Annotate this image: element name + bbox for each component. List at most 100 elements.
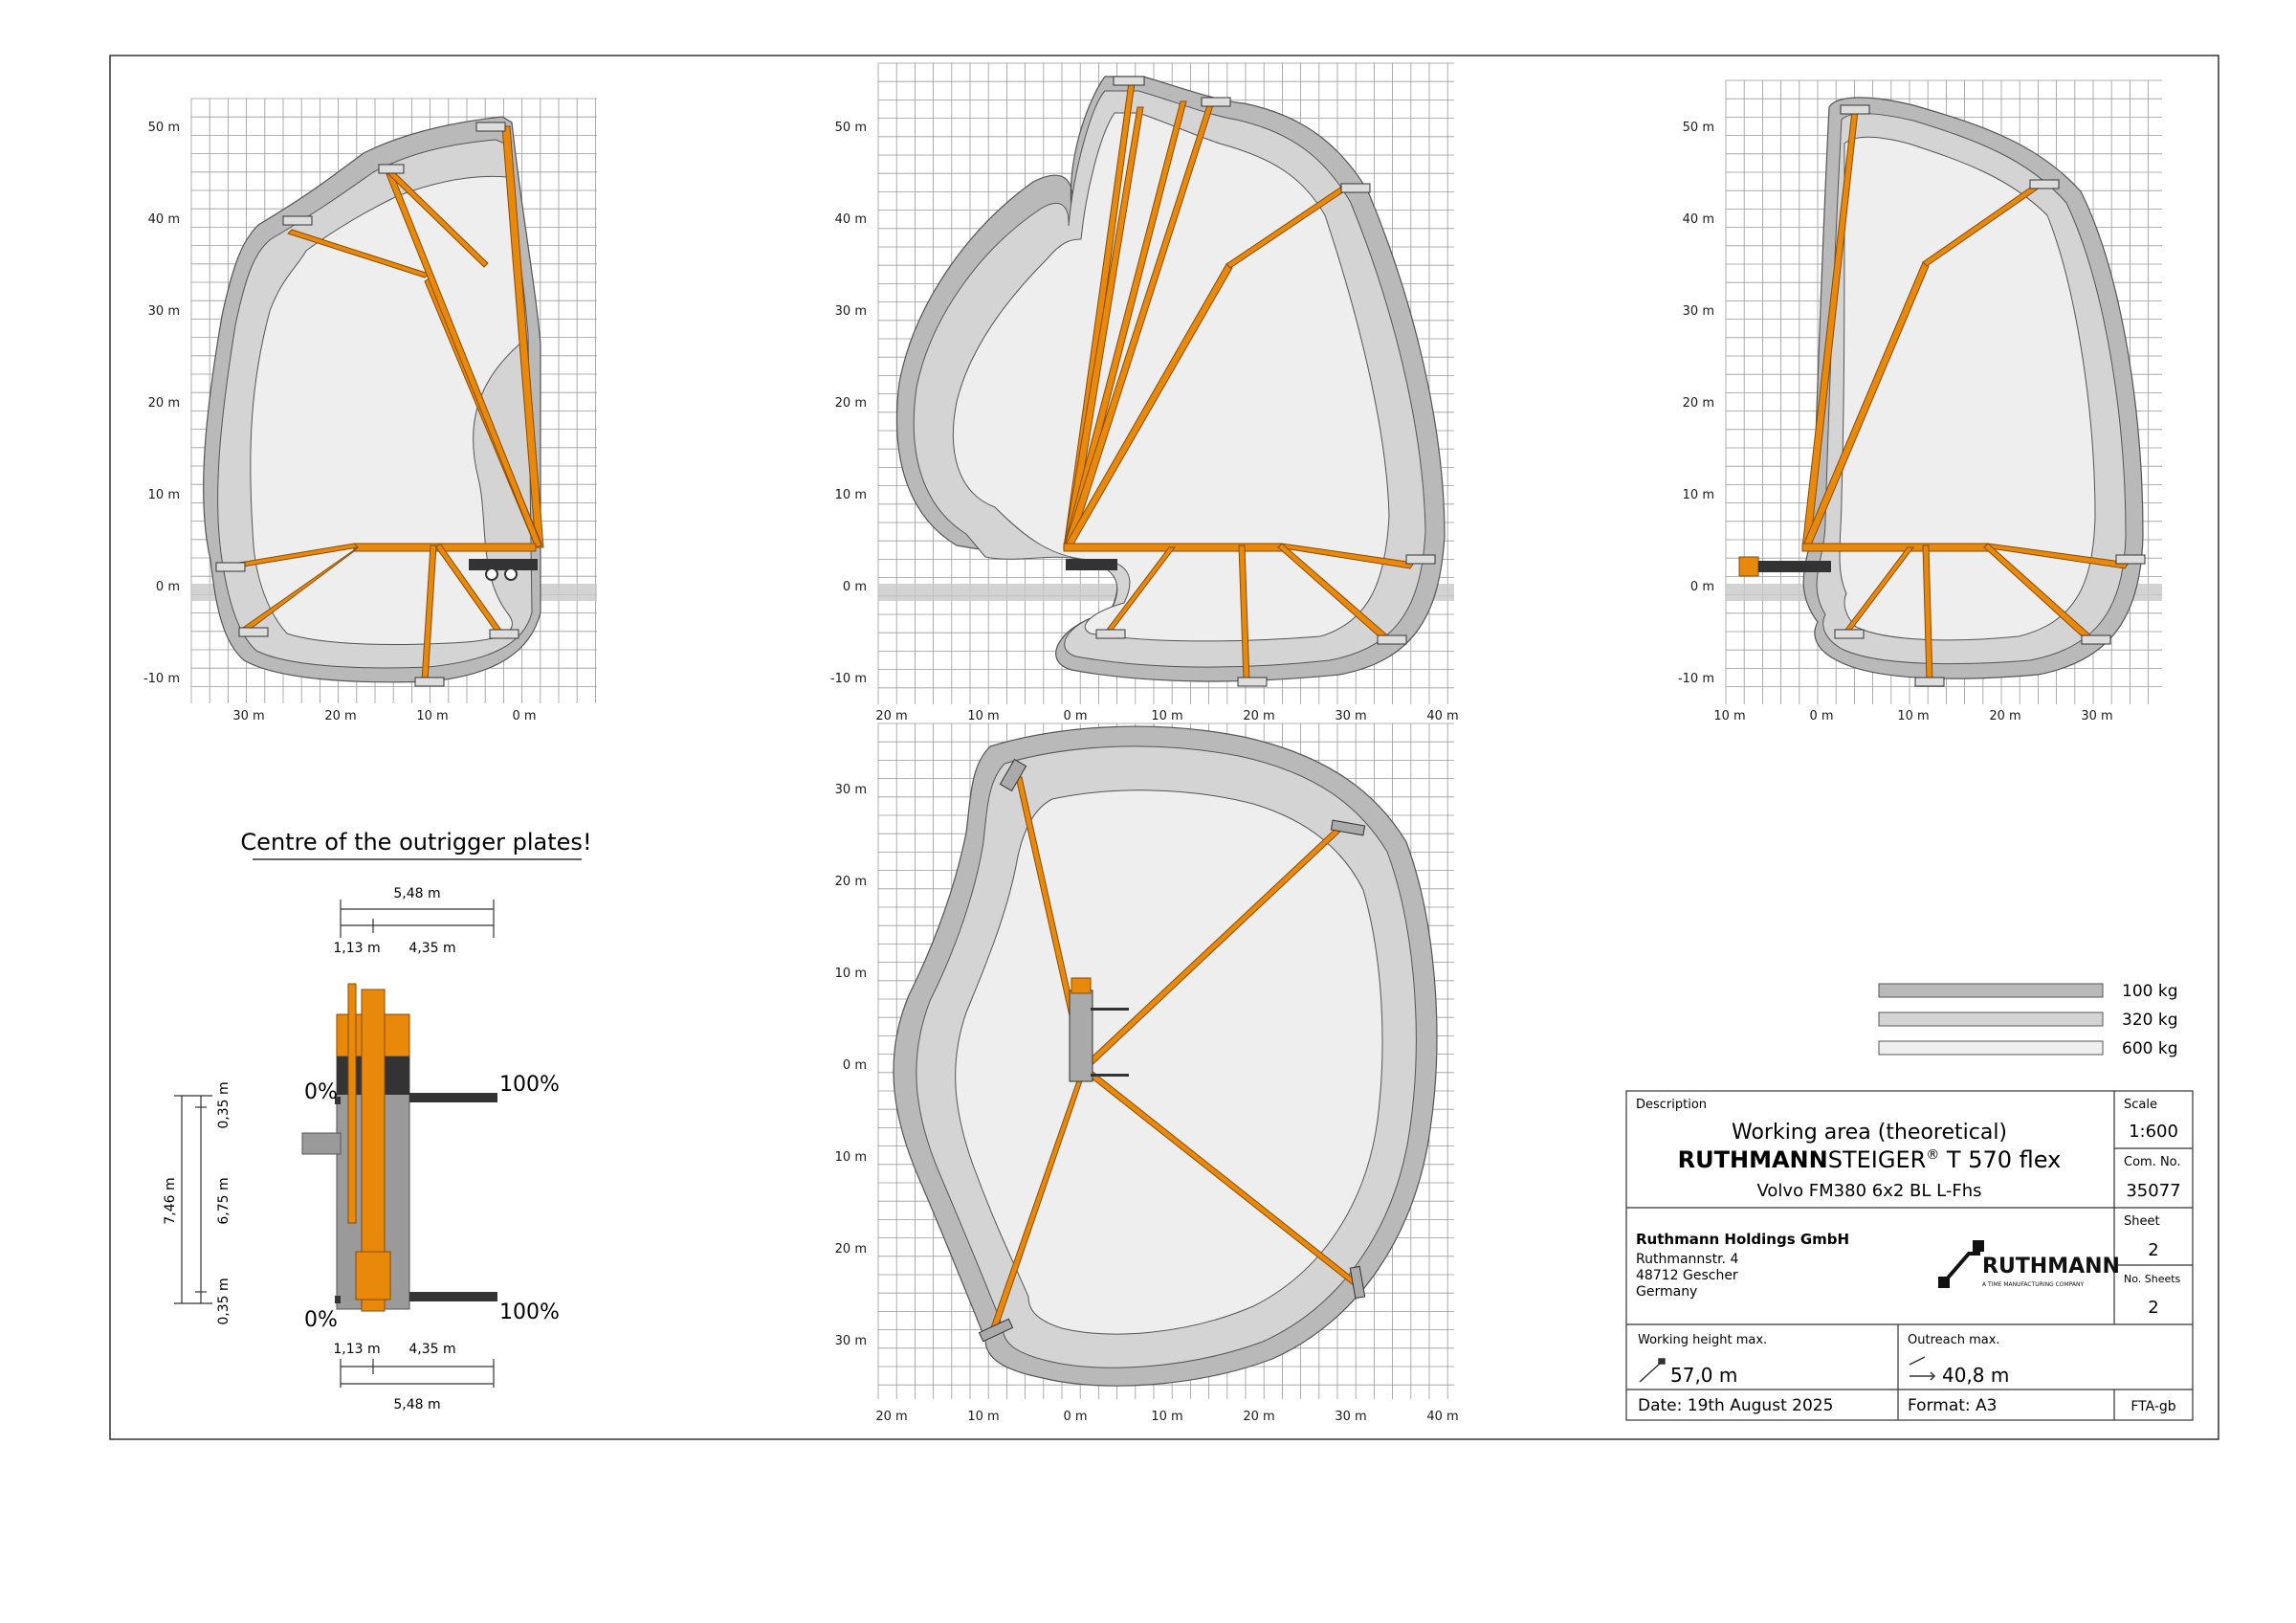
x-tick-right: 0 m <box>1809 709 1833 723</box>
legend-swatch-100 <box>1878 983 2104 998</box>
tb-description-label: Description <box>1636 1098 1707 1112</box>
tb-line3: Volvo FM380 6x2 BL L-Fhs <box>1756 1181 1981 1201</box>
y-tick-center: -10 m <box>830 672 867 686</box>
ruthmann-logo: RUTHMANN A TIME MANUFACTURING COMPANY <box>1938 1240 2120 1288</box>
basket-left-6 <box>414 677 445 687</box>
truck-right <box>1738 556 1759 577</box>
basket-right-3 <box>2115 554 2146 565</box>
pct-left-top: 0% <box>304 1080 338 1104</box>
y-tick-plan: 10 m <box>835 967 867 981</box>
pct-right-bottom: 100% <box>499 1301 560 1324</box>
tb-country: Germany <box>1636 1284 1697 1300</box>
tb-format: Format: A3 <box>1908 1396 1997 1415</box>
x-tick-center: 30 m <box>1335 709 1366 723</box>
basket-center-7 <box>1237 677 1268 687</box>
side-view-right <box>1725 79 2162 704</box>
dim-v-top: 0,35 m <box>216 1081 232 1128</box>
y-tick-right: 50 m <box>1683 121 1714 135</box>
tb-model: T 570 flex <box>1939 1146 2061 1173</box>
basket-plan-4 <box>978 1318 1014 1343</box>
tb-line2: RUTHMANNSTEIGER® T 570 flex <box>1678 1146 2062 1173</box>
x-tick-plan: 0 m <box>1063 1410 1087 1424</box>
y-tick-plan: 30 m <box>835 783 867 797</box>
tb-or-label: Outreach max. <box>1908 1333 2000 1347</box>
outrigger-plan-bottom <box>1091 1074 1129 1077</box>
tb-date: Date: 19th August 2025 <box>1638 1396 1833 1415</box>
legend-swatch-320 <box>1878 1012 2104 1027</box>
basket-left-2 <box>282 215 313 226</box>
y-tick-center: 30 m <box>835 304 867 319</box>
y-tick-left: 0 m <box>156 580 180 594</box>
x-tick-plan: 10 m <box>1151 1410 1182 1424</box>
tb-sheet: 2 <box>2148 1240 2158 1260</box>
dim-top-a: 1,13 m <box>333 941 380 956</box>
dim-v-total: 7,46 m <box>163 1177 178 1224</box>
basket-center-2 <box>1201 97 1231 107</box>
tb-brand-bold: RUTHMANN <box>1678 1146 1828 1173</box>
y-tick-center: 10 m <box>835 488 867 502</box>
outrigger-left-bottom <box>335 1296 341 1303</box>
x-tick-center: 0 m <box>1063 709 1087 723</box>
x-tick-left: 30 m <box>232 709 264 723</box>
plan-view <box>877 723 1454 1399</box>
title-block <box>1625 1090 2194 1421</box>
y-tick-plan: 20 m <box>835 875 867 889</box>
wheel-left-2 <box>504 567 518 581</box>
basket-left-4 <box>215 562 246 572</box>
x-tick-right: 20 m <box>1989 709 2020 723</box>
y-tick-right: -10 m <box>1678 672 1714 686</box>
y-tick-right: 40 m <box>1683 212 1714 227</box>
outrigger-left-top <box>335 1097 341 1104</box>
y-tick-center: 50 m <box>835 121 867 135</box>
dim-top <box>340 900 495 938</box>
legend-label-320: 320 kg <box>2122 1011 2178 1030</box>
envelope-600kg-plan <box>955 789 1383 1335</box>
tb-scale-label: Scale <box>2124 1098 2157 1112</box>
tb-com-no: 35077 <box>2126 1181 2180 1201</box>
y-tick-left: 40 m <box>148 212 180 227</box>
axis-labels: 30 m 20 m 10 m 0 m 50 m 40 m 30 m 20 m 10 m 0 m -1… <box>144 121 2113 1424</box>
x-tick-center: 10 m <box>1151 709 1182 723</box>
y-tick-left: 20 m <box>148 396 180 411</box>
y-tick-left: 30 m <box>148 304 180 319</box>
x-tick-right: 10 m <box>1897 709 1929 723</box>
basket-left-5 <box>238 627 269 637</box>
basket-right-2 <box>2029 179 2060 189</box>
outrigger-plan-top <box>1091 1008 1129 1011</box>
tb-nsheets: 2 <box>2148 1298 2158 1318</box>
working-height-icon <box>1639 1358 1666 1383</box>
y-tick-plan: 10 m <box>835 1150 867 1165</box>
x-tick-plan: 10 m <box>967 1410 999 1424</box>
tb-company: Ruthmann Holdings GmbH <box>1636 1231 1849 1248</box>
legend-swatch-600 <box>1878 1040 2104 1056</box>
outrigger-turntable <box>355 1251 391 1301</box>
x-tick-left: 10 m <box>416 709 448 723</box>
tb-com-label: Com. No. <box>2124 1155 2181 1169</box>
basket-left-7 <box>489 629 519 639</box>
y-tick-plan: 30 m <box>835 1334 867 1348</box>
wheel-left-1 <box>485 567 498 581</box>
x-tick-right: 10 m <box>1713 709 1745 723</box>
pct-right-top: 100% <box>499 1073 560 1097</box>
tb-wh-label: Working height max. <box>1638 1333 1767 1347</box>
y-tick-left: 10 m <box>148 488 180 502</box>
y-tick-plan: 0 m <box>843 1058 867 1073</box>
boom-right <box>1801 110 2130 682</box>
x-tick-center: 20 m <box>1243 709 1274 723</box>
basket-plan-3 <box>1349 1265 1366 1300</box>
logo-text: RUTHMANN <box>1982 1255 2120 1278</box>
tb-code: FTA-gb <box>2130 1399 2175 1414</box>
x-tick-left: 0 m <box>512 709 536 723</box>
x-tick-center: 20 m <box>875 709 907 723</box>
dim-top-b: 4,35 m <box>408 941 455 956</box>
tb-brand-rest: STEIGER <box>1828 1146 1927 1173</box>
x-tick-plan: 20 m <box>875 1410 907 1424</box>
dim-bottom <box>340 1359 495 1388</box>
basket-right-1 <box>1840 104 1870 115</box>
outreach-icon <box>1909 1356 1936 1381</box>
dim-top-total: 5,48 m <box>393 886 440 901</box>
envelope-600kg-right <box>1839 136 2096 641</box>
x-tick-plan: 20 m <box>1243 1410 1274 1424</box>
tb-scale: 1:600 <box>2129 1122 2178 1142</box>
basket-center-1 <box>1113 76 1145 86</box>
